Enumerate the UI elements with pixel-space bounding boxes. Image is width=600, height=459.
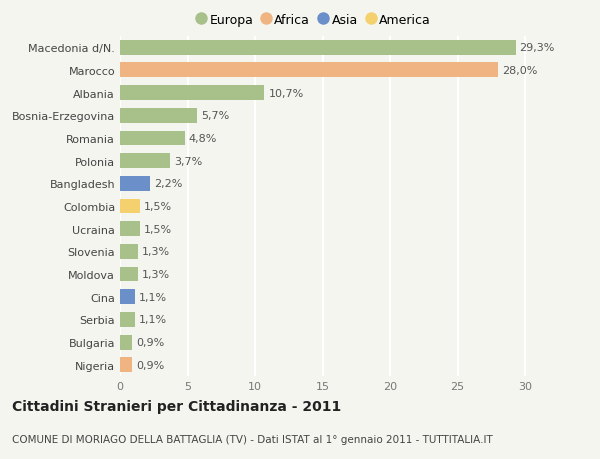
Bar bbox=[120, 63, 498, 78]
Bar bbox=[120, 245, 137, 259]
Text: 1,5%: 1,5% bbox=[145, 224, 172, 234]
Text: Cittadini Stranieri per Cittadinanza - 2011: Cittadini Stranieri per Cittadinanza - 2… bbox=[12, 399, 341, 413]
Bar bbox=[120, 199, 140, 214]
Text: 3,7%: 3,7% bbox=[174, 156, 202, 166]
Text: 1,5%: 1,5% bbox=[145, 202, 172, 212]
Text: 28,0%: 28,0% bbox=[502, 66, 538, 76]
Bar bbox=[120, 154, 170, 168]
Text: 2,2%: 2,2% bbox=[154, 179, 182, 189]
Text: 0,9%: 0,9% bbox=[136, 360, 164, 370]
Text: 1,3%: 1,3% bbox=[142, 247, 170, 257]
Text: 4,8%: 4,8% bbox=[189, 134, 217, 144]
Text: 1,1%: 1,1% bbox=[139, 292, 167, 302]
Text: COMUNE DI MORIAGO DELLA BATTAGLIA (TV) - Dati ISTAT al 1° gennaio 2011 - TUTTITA: COMUNE DI MORIAGO DELLA BATTAGLIA (TV) -… bbox=[12, 434, 493, 444]
Text: 0,9%: 0,9% bbox=[136, 337, 164, 347]
Bar bbox=[120, 313, 135, 327]
Bar bbox=[120, 290, 135, 304]
Legend: Europa, Africa, Asia, America: Europa, Africa, Asia, America bbox=[198, 14, 431, 27]
Bar bbox=[120, 177, 150, 191]
Text: 5,7%: 5,7% bbox=[201, 111, 229, 121]
Bar bbox=[120, 335, 132, 350]
Text: 29,3%: 29,3% bbox=[520, 43, 555, 53]
Bar bbox=[120, 267, 137, 282]
Text: 1,1%: 1,1% bbox=[139, 315, 167, 325]
Bar bbox=[120, 86, 265, 101]
Bar bbox=[120, 41, 515, 56]
Bar bbox=[120, 109, 197, 123]
Bar bbox=[120, 358, 132, 372]
Bar bbox=[120, 131, 185, 146]
Text: 10,7%: 10,7% bbox=[269, 88, 304, 98]
Text: 1,3%: 1,3% bbox=[142, 269, 170, 280]
Bar bbox=[120, 222, 140, 236]
